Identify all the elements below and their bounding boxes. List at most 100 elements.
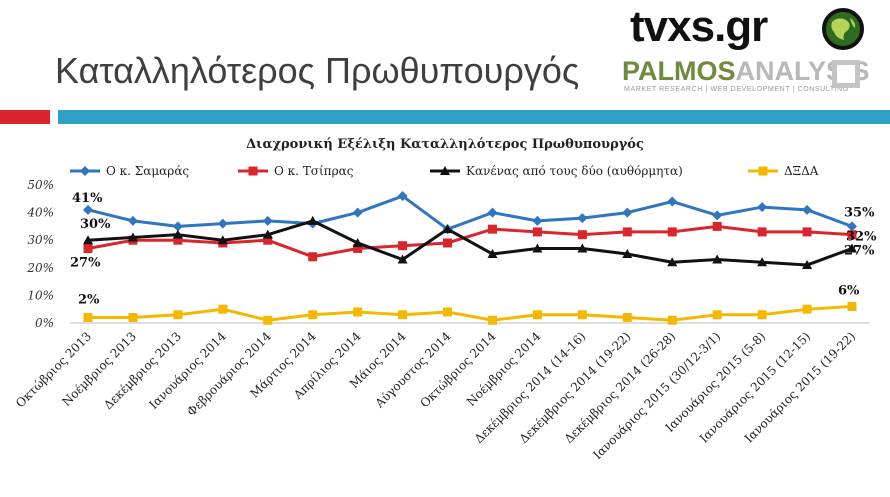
data-point <box>712 310 722 320</box>
globe-logo-icon <box>822 8 864 50</box>
x-tick-label: Ιανουάριος 2014 <box>146 329 229 412</box>
data-point <box>802 304 812 314</box>
data-point <box>443 307 453 317</box>
legend-marker <box>758 166 768 176</box>
palmos-box-icon <box>832 60 860 88</box>
data-point <box>442 224 453 234</box>
y-tick-label: 0% <box>35 316 54 330</box>
data-point <box>577 243 588 253</box>
y-tick-label: 30% <box>27 233 54 247</box>
palmos-tagline: MARKET RESEARCH | WEB DEVELOPMENT | CONS… <box>624 86 849 93</box>
chart-legend: Ο κ. Σαμαράς Ο κ. Τσίπρας Κανένας από τους… <box>70 164 819 178</box>
data-point <box>487 315 497 325</box>
data-label: 6% <box>838 283 860 298</box>
data-point <box>308 252 318 262</box>
data-point <box>757 227 767 237</box>
legend-label: ΔΞΔΑ <box>784 164 819 178</box>
legend-item: Κανένας από τους δύο (αυθόρμητα) <box>430 164 683 178</box>
data-point <box>353 307 363 317</box>
data-point <box>622 227 632 237</box>
data-point <box>263 315 273 325</box>
data-point <box>487 207 498 218</box>
data-point <box>173 310 183 320</box>
data-point <box>847 243 857 253</box>
palmos-logo-part: PALMOS <box>622 56 736 86</box>
data-point <box>532 243 543 253</box>
legend-item: Ο κ. Τσίπρας <box>238 164 354 178</box>
tvxs-logo: tvxs.gr <box>630 2 768 51</box>
data-point <box>353 243 363 253</box>
data-point <box>667 227 677 237</box>
slide-title: Καταλληλότερος Πρωθυπουργός <box>55 50 580 91</box>
legend-item: ΔΞΔΑ <box>748 164 819 178</box>
series-line <box>87 224 853 259</box>
y-tick-label: 50% <box>27 178 54 192</box>
legend-item: Ο κ. Σαμαράς <box>70 164 189 178</box>
x-tick-label: Αύγουστος 2014 <box>372 329 454 411</box>
data-point <box>802 227 812 237</box>
data-point <box>712 254 723 264</box>
data-point <box>398 241 408 251</box>
data-point <box>173 235 183 245</box>
data-point <box>532 227 542 237</box>
data-point <box>217 218 228 229</box>
data-point <box>802 204 813 215</box>
data-point <box>127 215 138 226</box>
data-point <box>308 310 318 320</box>
data-point <box>577 310 587 320</box>
series-line <box>87 194 853 231</box>
data-point <box>667 257 678 267</box>
data-point <box>262 215 273 226</box>
data-point <box>127 232 138 242</box>
data-point <box>263 235 273 245</box>
legend-marker <box>440 166 450 175</box>
data-label: 41% <box>72 191 103 206</box>
data-point <box>847 230 857 240</box>
data-point <box>667 196 678 207</box>
series-group <box>83 191 857 235</box>
data-point <box>397 191 408 202</box>
x-tick-label: Οκτώβριος 2014 <box>417 329 498 410</box>
chart-series <box>83 191 857 325</box>
data-point <box>262 229 273 239</box>
red-accent-bar <box>0 110 50 124</box>
data-point <box>443 238 453 248</box>
data-point <box>397 254 408 264</box>
data-point <box>802 260 813 270</box>
legend-marker <box>80 166 90 176</box>
blue-accent-bar <box>58 110 890 124</box>
legend-label: Ο κ. Σαμαράς <box>106 164 189 178</box>
x-tick-label: Φεβρουάριος 2014 <box>184 329 274 419</box>
data-point <box>712 210 723 221</box>
data-point <box>172 229 183 239</box>
legend-marker <box>248 166 258 176</box>
data-point <box>352 207 363 218</box>
data-label: 2% <box>78 292 100 307</box>
chart-data-labels: 41%35%27%32%30%27%2%6% <box>70 191 877 308</box>
data-point <box>757 257 768 267</box>
chart-title: Διαχρονική Εξέλιξη Καταλληλότερος Πρωθυπ… <box>246 137 644 152</box>
y-tick-label: 20% <box>26 261 54 275</box>
y-tick-label: 10% <box>27 288 54 302</box>
data-point <box>847 301 857 311</box>
data-label: 30% <box>80 217 111 232</box>
data-label: 32% <box>846 230 877 245</box>
data-point <box>83 312 93 322</box>
legend-label: Κανένας από τους δύο (αυθόρμητα) <box>466 164 683 178</box>
data-point <box>487 249 498 258</box>
series-group <box>83 215 857 270</box>
data-point <box>622 207 633 218</box>
data-point <box>217 235 228 245</box>
data-point <box>622 312 632 322</box>
series-group <box>83 221 857 262</box>
data-point <box>83 204 93 215</box>
data-point <box>128 312 138 322</box>
data-point <box>532 310 542 320</box>
y-tick-label: 40% <box>26 206 54 220</box>
series-line <box>87 219 853 267</box>
data-label: 35% <box>844 205 875 220</box>
data-point <box>398 310 408 320</box>
x-tick-label: Οκτώβριος 2013 <box>13 329 94 410</box>
data-point <box>352 237 363 247</box>
